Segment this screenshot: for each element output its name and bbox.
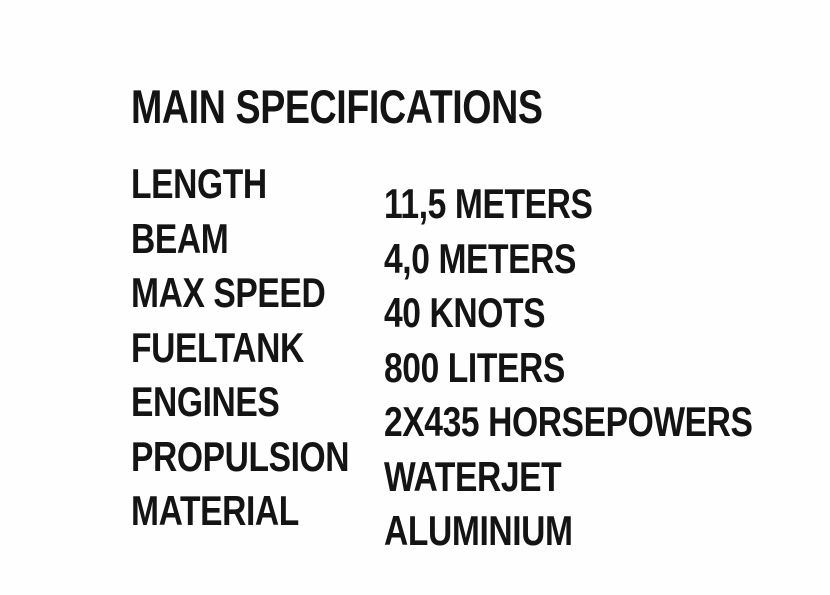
spec-value-propulsion: WATERJET bbox=[384, 450, 830, 505]
spec-label-max-speed: MAX SPEED bbox=[131, 266, 404, 321]
page-title: MAIN SPECIFICATIONS bbox=[131, 83, 645, 131]
spec-label-propulsion: PROPULSION bbox=[131, 430, 404, 485]
spec-label-text: BEAM bbox=[131, 214, 229, 262]
spec-label-column: LENGTH BEAM MAX SPEED FUELTANK ENGINES P… bbox=[131, 157, 404, 539]
spec-value-column: 11,5 METERS 4,0 METERS 40 KNOTS 800 LITE… bbox=[384, 177, 830, 559]
spec-value-length: 11,5 METERS bbox=[384, 177, 830, 232]
spec-value-text: ALUMINIUM bbox=[384, 507, 573, 554]
spec-value-text: 2X435 HORSEPOWERS bbox=[384, 398, 753, 445]
spec-label-engines: ENGINES bbox=[131, 375, 404, 430]
spec-label-text: ENGINES bbox=[131, 378, 280, 425]
page-title-text: MAIN SPECIFICATIONS bbox=[131, 80, 543, 134]
spec-value-material: ALUMINIUM bbox=[384, 504, 830, 559]
spec-value-text: 11,5 METERS bbox=[384, 180, 593, 227]
spec-label-fueltank: FUELTANK bbox=[131, 321, 404, 376]
spec-label-text: FUELTANK bbox=[131, 323, 304, 371]
spec-value-fueltank: 800 LITERS bbox=[384, 341, 830, 396]
spec-label-text: MATERIAL bbox=[131, 487, 299, 534]
spec-value-text: 4,0 METERS bbox=[384, 234, 577, 282]
spec-label-material: MATERIAL bbox=[131, 484, 404, 539]
spec-value-text: WATERJET bbox=[384, 452, 562, 500]
spec-label-text: PROPULSION bbox=[131, 432, 350, 480]
spec-value-beam: 4,0 METERS bbox=[384, 232, 830, 287]
spec-label-length: LENGTH bbox=[131, 157, 404, 212]
spec-value-max-speed: 40 KNOTS bbox=[384, 286, 830, 341]
spec-label-text: LENGTH bbox=[131, 160, 267, 207]
spec-value-engines: 2X435 HORSEPOWERS bbox=[384, 395, 830, 450]
spec-value-text: 40 KNOTS bbox=[384, 289, 546, 336]
spec-label-beam: BEAM bbox=[131, 212, 404, 267]
spec-label-text: MAX SPEED bbox=[131, 269, 326, 316]
spec-value-text: 800 LITERS bbox=[384, 343, 565, 391]
